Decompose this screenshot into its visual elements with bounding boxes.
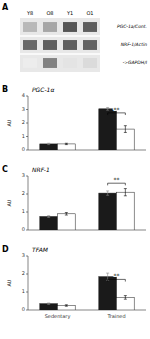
y-tick-label: 4	[22, 92, 25, 98]
y-axis-label: AU	[6, 279, 12, 286]
panel-bar: B PGC-1α AU 0 1 2 3 4 **	[2, 85, 146, 152]
error-bar	[106, 191, 109, 195]
bar	[117, 192, 135, 230]
y-tick-label: 0	[22, 306, 25, 312]
significance-bracket	[108, 279, 126, 281]
error-bar	[124, 126, 127, 133]
band	[43, 22, 57, 32]
y-axis-label: AU	[6, 199, 12, 206]
bar	[58, 214, 76, 230]
y-tick-label: 3	[22, 252, 25, 258]
error-bar	[124, 296, 127, 300]
figure: A Y8 O8 Y1 O1 PGC-1a/Cont. NRF-1/Actin ->GAPDH/…	[0, 0, 150, 339]
band	[43, 58, 57, 68]
panel-label: B	[2, 85, 8, 94]
y-axis	[28, 96, 29, 150]
significance-label: **	[114, 106, 120, 113]
title: PGC-1α	[32, 86, 54, 93]
panel-bar: C NRF-1 AU 0 1 2 3 **	[2, 165, 146, 232]
y-axis-label: AU	[6, 119, 12, 126]
panel-label: C	[2, 165, 8, 174]
title: TFAM	[32, 246, 49, 253]
y-tick-label: 0	[22, 146, 25, 152]
column-label: Y8	[26, 10, 33, 16]
y-tick-label: 1	[22, 133, 25, 139]
bar	[58, 144, 76, 150]
error-bar	[106, 107, 109, 110]
panel-label: A	[2, 3, 9, 12]
y-tick-label: 1	[22, 288, 25, 294]
band	[23, 22, 37, 32]
error-bar	[65, 213, 68, 216]
y-tick-label: 0	[22, 226, 25, 232]
x-tick-label: Sedentary	[45, 313, 71, 320]
error-bar	[65, 143, 68, 144]
y-tick-label: 2	[22, 270, 25, 276]
band	[83, 40, 97, 50]
row-separator	[20, 35, 100, 37]
bar	[99, 277, 117, 310]
band	[43, 40, 57, 50]
bar	[40, 304, 58, 310]
panel-label: D	[2, 245, 9, 254]
marks	[40, 183, 134, 230]
significance-label: **	[114, 176, 120, 183]
x-tick-label: Trained	[106, 313, 125, 319]
row-label: PGC-1a/Cont.	[117, 24, 147, 29]
panel-blot: A Y8 O8 Y1 O1 PGC-1a/Cont. NRF-1/Actin ->GAPDH/…	[2, 3, 148, 72]
column-label: Y1	[66, 10, 73, 16]
band	[23, 40, 37, 50]
bar	[40, 144, 58, 150]
error-bar	[47, 216, 50, 218]
error-bar	[124, 189, 127, 196]
band	[63, 58, 77, 68]
band	[23, 58, 37, 68]
band	[63, 22, 77, 32]
error-bar	[47, 143, 50, 144]
error-bar	[47, 303, 50, 304]
y-axis	[28, 256, 29, 310]
column-label: O1	[86, 10, 93, 16]
y-tick-label: 3	[22, 106, 25, 112]
significance-bracket	[108, 183, 126, 185]
y-tick-label: 2	[22, 119, 25, 125]
y-tick-label: 1	[22, 208, 25, 214]
bar	[40, 217, 58, 231]
blot-background	[20, 18, 100, 72]
column-label: O8	[46, 10, 53, 16]
bar	[58, 306, 76, 311]
bar	[99, 193, 117, 230]
significance-label: **	[114, 272, 120, 279]
y-axis	[28, 176, 29, 230]
panel-bar: D TFAM AU 0 1 2 3 ** Sedentary Trained	[2, 245, 146, 320]
title: NRF-1	[32, 166, 50, 173]
significance-bracket	[108, 113, 126, 115]
marks	[40, 107, 134, 150]
y-tick-label: 3	[22, 172, 25, 178]
row-label: NRF-1/Actin	[121, 42, 147, 47]
row-label: ->GAPDH/I	[123, 60, 148, 65]
band	[83, 58, 97, 68]
y-tick-label: 2	[22, 190, 25, 196]
row-separator	[20, 53, 100, 55]
band	[63, 40, 77, 50]
marks	[40, 273, 134, 310]
error-bar	[65, 305, 68, 306]
band	[83, 22, 97, 32]
